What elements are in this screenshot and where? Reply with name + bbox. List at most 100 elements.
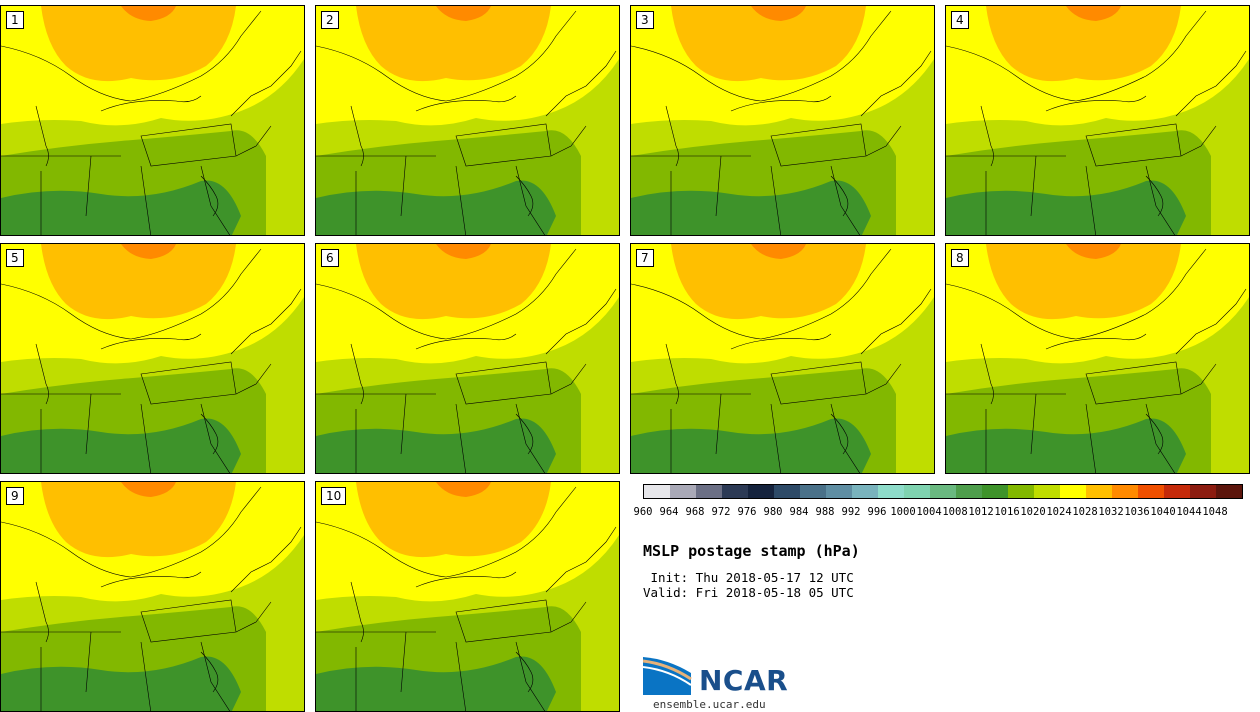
mslp-map	[1, 244, 304, 473]
mslp-map	[631, 244, 934, 473]
boundaries	[1, 486, 302, 711]
boundaries	[1, 248, 302, 473]
colorbar-tick-label: 960	[633, 506, 653, 518]
mslp-map	[316, 244, 619, 473]
band-1028	[41, 244, 236, 320]
colorbar-ticks: 960 964 968 972 976 980 984 988 992 996 1000 1004 10…	[630, 506, 1250, 520]
boundaries	[316, 486, 617, 711]
band-1032	[436, 6, 491, 21]
colorbar-cell	[800, 485, 826, 498]
band-1012	[631, 180, 871, 235]
time-info: Init: Thu 2018-05-17 12 UTC Valid: Fri 2…	[643, 570, 854, 600]
member-number: 7	[636, 249, 654, 267]
boundaries	[316, 248, 617, 473]
colorbar-tick-label: 968	[685, 506, 705, 518]
mslp-map	[631, 6, 934, 235]
ncar-logo-text: NCAR	[699, 664, 789, 697]
mslp-map	[946, 244, 1249, 473]
map-panel-5: 5	[0, 243, 305, 474]
colorbar-cell	[1190, 485, 1216, 498]
colorbar-tick-label: 1004	[916, 506, 942, 518]
colorbar-tick-label: 992	[841, 506, 861, 518]
colorbar-tick-label: 1016	[994, 506, 1020, 518]
member-number: 2	[321, 11, 339, 29]
colorbar-tick-label: 984	[789, 506, 809, 518]
band-1012	[946, 180, 1186, 235]
band-1012	[1, 656, 241, 711]
band-1012	[1, 180, 241, 235]
colorbar-tick-label: 988	[815, 506, 835, 518]
boundaries	[631, 248, 932, 473]
map-panel-8: 8	[945, 243, 1250, 474]
map-panel-9: 9	[0, 481, 305, 712]
colorbar-cell	[1216, 485, 1242, 498]
colorbar-cell	[826, 485, 852, 498]
member-number: 9	[6, 487, 24, 505]
band-1032	[436, 244, 491, 259]
band-1012	[316, 656, 556, 711]
band-1028	[671, 244, 866, 320]
colorbar-cell	[878, 485, 904, 498]
member-number: 4	[951, 11, 969, 29]
colorbar-tick-label: 972	[711, 506, 731, 518]
band-1012	[316, 418, 556, 473]
colorbar-tick-label: 976	[737, 506, 757, 518]
mslp-map	[316, 6, 619, 235]
website-url: ensemble.ucar.edu	[653, 698, 766, 711]
valid-time: Valid: Fri 2018-05-18 05 UTC	[643, 585, 854, 600]
ncar-logo-icon	[643, 657, 692, 695]
colorbar-tick-label: 1032	[1098, 506, 1124, 518]
band-1032	[751, 6, 806, 21]
colorbar-cell	[904, 485, 930, 498]
member-number: 10	[321, 487, 347, 505]
band-1032	[751, 244, 806, 259]
band-1028	[41, 6, 236, 82]
colorbar-cell	[852, 485, 878, 498]
colorbar-tick-label: 1008	[942, 506, 968, 518]
boundaries	[946, 10, 1247, 235]
band-1032	[121, 482, 176, 497]
init-time: Init: Thu 2018-05-17 12 UTC	[643, 570, 854, 585]
band-1028	[986, 6, 1181, 82]
member-number: 5	[6, 249, 24, 267]
colorbar-cell	[1112, 485, 1138, 498]
colorbar-cell	[748, 485, 774, 498]
boundaries	[1, 10, 302, 235]
boundaries	[631, 10, 932, 235]
map-panel-7: 7	[630, 243, 935, 474]
colorbar-cell	[1034, 485, 1060, 498]
colorbar-tick-label: 1036	[1124, 506, 1150, 518]
colorbar-tick-label: 1012	[968, 506, 994, 518]
map-panel-2: 2	[315, 5, 620, 236]
colorbar-tick-label: 1048	[1202, 506, 1228, 518]
colorbar-cell	[1086, 485, 1112, 498]
colorbar-cell	[670, 485, 696, 498]
boundaries	[946, 248, 1247, 473]
colorbar-cell	[1164, 485, 1190, 498]
band-1028	[671, 6, 866, 82]
colorbar-cell	[982, 485, 1008, 498]
colorbar-tick-label: 980	[763, 506, 783, 518]
member-number: 8	[951, 249, 969, 267]
member-number: 3	[636, 11, 654, 29]
band-1032	[121, 6, 176, 21]
boundaries	[316, 10, 617, 235]
colorbar-cell	[956, 485, 982, 498]
band-1028	[356, 482, 551, 558]
mslp-map	[316, 482, 619, 711]
colorbar-cell	[1138, 485, 1164, 498]
colorbar-tick-label: 964	[659, 506, 679, 518]
map-panel-10: 10	[315, 481, 620, 712]
colorbar-cell	[774, 485, 800, 498]
colorbar-cell	[1060, 485, 1086, 498]
map-panel-3: 3	[630, 5, 935, 236]
band-1028	[356, 6, 551, 82]
band-1032	[121, 244, 176, 259]
mslp-map	[1, 6, 304, 235]
colorbar-tick-label: 1044	[1176, 506, 1202, 518]
colorbar-tick-label: 1000	[890, 506, 916, 518]
colorbar-tick-label: 1020	[1020, 506, 1046, 518]
band-1028	[41, 482, 236, 558]
plot-title: MSLP postage stamp (hPa)	[643, 542, 860, 560]
band-1032	[436, 482, 491, 497]
